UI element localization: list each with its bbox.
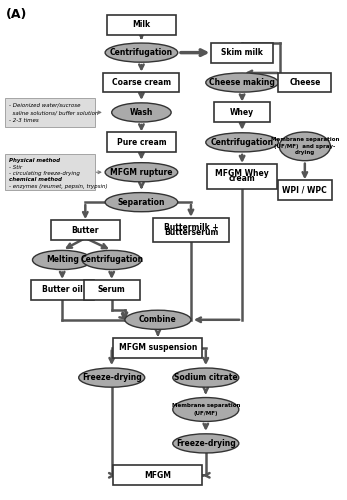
Text: Buttermilk +: Buttermilk +	[164, 223, 218, 232]
Text: Separation: Separation	[118, 198, 165, 206]
Text: MFGM rupture: MFGM rupture	[110, 168, 173, 176]
Text: - Stir: - Stir	[9, 164, 23, 170]
Text: Coarse cream: Coarse cream	[112, 78, 171, 87]
Ellipse shape	[173, 398, 239, 421]
Text: MFGM: MFGM	[144, 471, 171, 480]
FancyBboxPatch shape	[113, 466, 203, 485]
Ellipse shape	[105, 162, 178, 182]
Text: - enzymes (reumet, pepsin, trypsin): - enzymes (reumet, pepsin, trypsin)	[9, 184, 108, 189]
Text: saline solutions/ buffer solution: saline solutions/ buffer solution	[9, 110, 99, 116]
Text: (UF/MF): (UF/MF)	[194, 410, 218, 416]
Ellipse shape	[82, 250, 142, 270]
FancyBboxPatch shape	[153, 218, 229, 242]
Ellipse shape	[206, 73, 278, 92]
FancyBboxPatch shape	[84, 280, 140, 300]
Text: Melting: Melting	[46, 256, 79, 264]
FancyBboxPatch shape	[31, 280, 94, 300]
FancyBboxPatch shape	[107, 14, 176, 34]
Ellipse shape	[112, 103, 171, 122]
Text: Milk: Milk	[132, 20, 151, 29]
Text: WPI / WPC: WPI / WPC	[282, 186, 327, 194]
FancyBboxPatch shape	[51, 220, 120, 240]
Ellipse shape	[125, 310, 191, 330]
Text: Physical method: Physical method	[9, 158, 60, 164]
FancyBboxPatch shape	[211, 42, 273, 62]
Text: Butterserum: Butterserum	[164, 228, 218, 237]
Text: Wash: Wash	[130, 108, 153, 117]
Text: Butter oil: Butter oil	[42, 286, 83, 294]
FancyBboxPatch shape	[5, 154, 95, 190]
Text: (UF/MF)  and spray-: (UF/MF) and spray-	[274, 144, 336, 149]
Ellipse shape	[206, 133, 278, 152]
Text: chemical method: chemical method	[9, 178, 62, 182]
Ellipse shape	[33, 250, 92, 270]
FancyBboxPatch shape	[107, 132, 176, 152]
Ellipse shape	[279, 132, 330, 160]
Text: Serum: Serum	[98, 286, 126, 294]
Ellipse shape	[173, 434, 239, 453]
Text: MFGM suspension: MFGM suspension	[119, 343, 197, 352]
Text: Cheese: Cheese	[289, 78, 321, 87]
Text: Combine: Combine	[139, 316, 177, 324]
Text: Centrifugation: Centrifugation	[110, 48, 173, 57]
Ellipse shape	[105, 192, 178, 212]
Text: Freeze-drying: Freeze-drying	[176, 439, 236, 448]
Text: Sodium citrate: Sodium citrate	[174, 373, 238, 382]
FancyBboxPatch shape	[5, 98, 95, 127]
Text: Skim milk: Skim milk	[221, 48, 263, 57]
Text: cream: cream	[229, 174, 255, 184]
Text: Pure cream: Pure cream	[117, 138, 166, 147]
Text: - 2-3 times: - 2-3 times	[9, 118, 39, 124]
Text: - Deionized water/sucrose: - Deionized water/sucrose	[9, 102, 81, 108]
Text: Butter: Butter	[71, 226, 99, 234]
Text: Membrane separation: Membrane separation	[172, 404, 240, 408]
Text: (A): (A)	[6, 8, 27, 20]
Text: MFGM Whey: MFGM Whey	[215, 169, 269, 178]
Text: Whey: Whey	[230, 108, 254, 117]
FancyBboxPatch shape	[278, 180, 332, 200]
FancyBboxPatch shape	[208, 164, 277, 188]
Ellipse shape	[79, 368, 145, 387]
Text: Centrifugation: Centrifugation	[80, 256, 143, 264]
Ellipse shape	[173, 368, 239, 387]
Text: Cheese making: Cheese making	[209, 78, 275, 87]
Text: Membrane separation: Membrane separation	[271, 138, 339, 142]
Text: - circulating freeze-drying: - circulating freeze-drying	[9, 171, 80, 176]
Ellipse shape	[105, 43, 178, 62]
Text: Centrifugation: Centrifugation	[211, 138, 274, 147]
FancyBboxPatch shape	[103, 72, 179, 92]
Text: drying: drying	[295, 150, 315, 156]
FancyBboxPatch shape	[113, 338, 203, 357]
FancyBboxPatch shape	[214, 102, 270, 122]
Text: Freeze-drying: Freeze-drying	[82, 373, 142, 382]
FancyBboxPatch shape	[278, 72, 331, 92]
